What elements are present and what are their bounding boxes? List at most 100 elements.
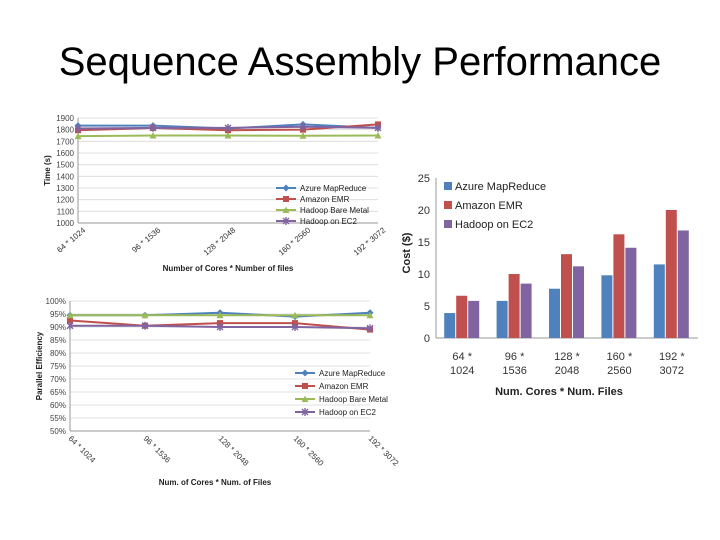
y-tick-label: 1600 xyxy=(56,149,74,158)
legend-label: Amazon EMR xyxy=(455,200,523,212)
bar-1 xyxy=(653,264,665,338)
bar-2 xyxy=(561,254,572,338)
data-point xyxy=(291,323,299,331)
legend-label: Amazon EMR xyxy=(319,382,369,391)
legend-marker xyxy=(283,196,289,202)
legend-marker xyxy=(301,408,309,416)
x-tick-label: 128 * 2048 xyxy=(202,225,238,257)
y-tick-label: 1300 xyxy=(56,184,74,193)
y-tick-label: 1200 xyxy=(56,196,74,205)
data-point xyxy=(366,311,374,319)
x-axis-title: Num. of Cores * Num. of Files xyxy=(159,478,272,487)
legend-marker xyxy=(302,383,308,389)
y-tick-label: 75% xyxy=(50,362,66,371)
data-point xyxy=(149,123,157,132)
y-tick-label: 55% xyxy=(50,414,66,423)
bar-1 xyxy=(496,300,508,338)
y-tick-label: 1000 xyxy=(56,219,74,228)
legend-label: Hadoop Bare Metal xyxy=(319,395,388,404)
x-tick-label: 128 * 2048 xyxy=(217,434,251,468)
data-point xyxy=(299,122,307,131)
legend-swatch xyxy=(444,201,452,209)
legend-label: Hadoop on EC2 xyxy=(300,217,357,226)
bar-3 xyxy=(573,266,584,338)
cost-bar-chart: 0 5 10 15 20 25 64 * 1024 96 * 1536 128 * 2048 160 *… xyxy=(401,173,698,398)
legend-marker xyxy=(282,217,290,225)
y-tick-label: 0 xyxy=(424,333,430,345)
data-point xyxy=(291,311,299,319)
legend-marker xyxy=(282,184,290,192)
efficiency-line-chart: 50% 55% 60% 65% 70% 75% 80% 85% 90% 95% 100% 64 * 1… xyxy=(35,297,400,487)
y-tick-label: 100% xyxy=(46,297,66,306)
y-tick-label: 15 xyxy=(418,237,430,249)
x-tick-label: 96 * xyxy=(505,351,525,363)
y-tick-label: 1500 xyxy=(56,161,74,170)
legend-marker xyxy=(282,206,290,213)
data-point xyxy=(141,311,149,319)
legend-label: Hadoop on EC2 xyxy=(319,408,376,417)
legend-label: Amazon EMR xyxy=(300,195,350,204)
bar-2 xyxy=(665,210,677,338)
y-tick-label: 1900 xyxy=(56,114,74,123)
data-point xyxy=(366,324,374,333)
y-tick-label: 1800 xyxy=(56,126,74,135)
x-tick-label: 1024 xyxy=(450,365,474,377)
x-tick-label: 192 * 3072 xyxy=(352,225,388,257)
legend-marker xyxy=(301,369,309,377)
legend-label: Azure MapReduce xyxy=(300,184,367,193)
x-tick-label: 160 * xyxy=(607,351,633,363)
data-point xyxy=(66,321,74,330)
y-tick-label: 50% xyxy=(50,427,66,436)
y-tick-label: 5 xyxy=(424,301,430,313)
bar-1 xyxy=(444,313,456,338)
y-tick-label: 95% xyxy=(50,310,66,319)
data-point xyxy=(67,317,73,324)
data-point xyxy=(216,311,224,319)
legend-swatch xyxy=(444,182,452,190)
y-tick-label: 1100 xyxy=(57,207,75,216)
legend-label: Azure MapReduce xyxy=(319,369,386,378)
x-tick-label: 64 * xyxy=(452,351,472,363)
y-tick-label: 25 xyxy=(418,173,430,185)
y-tick-label: 65% xyxy=(50,388,66,397)
data-point xyxy=(74,132,82,140)
x-tick-label: 64 * 1024 xyxy=(55,225,87,254)
bar-2 xyxy=(613,234,625,338)
bar-3 xyxy=(677,230,689,338)
x-axis-title: Number of Cores * Number of files xyxy=(163,264,294,273)
data-point xyxy=(66,311,74,319)
x-tick-label: 96 * 1536 xyxy=(130,225,162,254)
x-tick-label: 64 * 1024 xyxy=(67,434,98,465)
legend-label: Hadoop on EC2 xyxy=(455,219,533,231)
y-tick-label: 20 xyxy=(418,205,430,217)
y-tick-label: 1400 xyxy=(56,172,74,181)
x-tick-label: 192 * xyxy=(659,351,685,363)
data-point xyxy=(299,132,307,139)
data-point xyxy=(374,123,382,132)
data-point xyxy=(224,123,232,132)
y-tick-label: 85% xyxy=(50,336,66,345)
x-tick-label: 128 * xyxy=(554,351,580,363)
x-tick-label: 96 * 1536 xyxy=(142,434,173,465)
x-tick-label: 1536 xyxy=(502,365,526,377)
bar-2 xyxy=(508,274,520,338)
legend-label: Azure MapReduce xyxy=(455,181,546,193)
data-point xyxy=(374,132,382,139)
y-tick-label: 90% xyxy=(50,323,66,332)
y-axis-title: Cost ($) xyxy=(401,232,413,273)
y-tick-label: 70% xyxy=(50,375,66,384)
y-tick-label: 10 xyxy=(418,269,430,281)
x-tick-label: 2048 xyxy=(555,365,579,377)
legend-swatch xyxy=(444,220,452,228)
bar-3 xyxy=(520,283,532,338)
x-tick-label: 2560 xyxy=(607,365,631,377)
y-axis-title: Parallel Efficiency xyxy=(35,331,44,400)
y-axis-title: Time (s) xyxy=(43,155,52,186)
y-tick-label: 1700 xyxy=(56,137,74,146)
data-point xyxy=(141,321,149,330)
legend-label: Hadoop Bare Metal xyxy=(300,206,369,215)
data-point xyxy=(74,124,82,133)
bar-1 xyxy=(549,288,560,338)
x-tick-label: 3072 xyxy=(660,365,684,377)
x-tick-label: 160 * 2560 xyxy=(277,225,313,257)
